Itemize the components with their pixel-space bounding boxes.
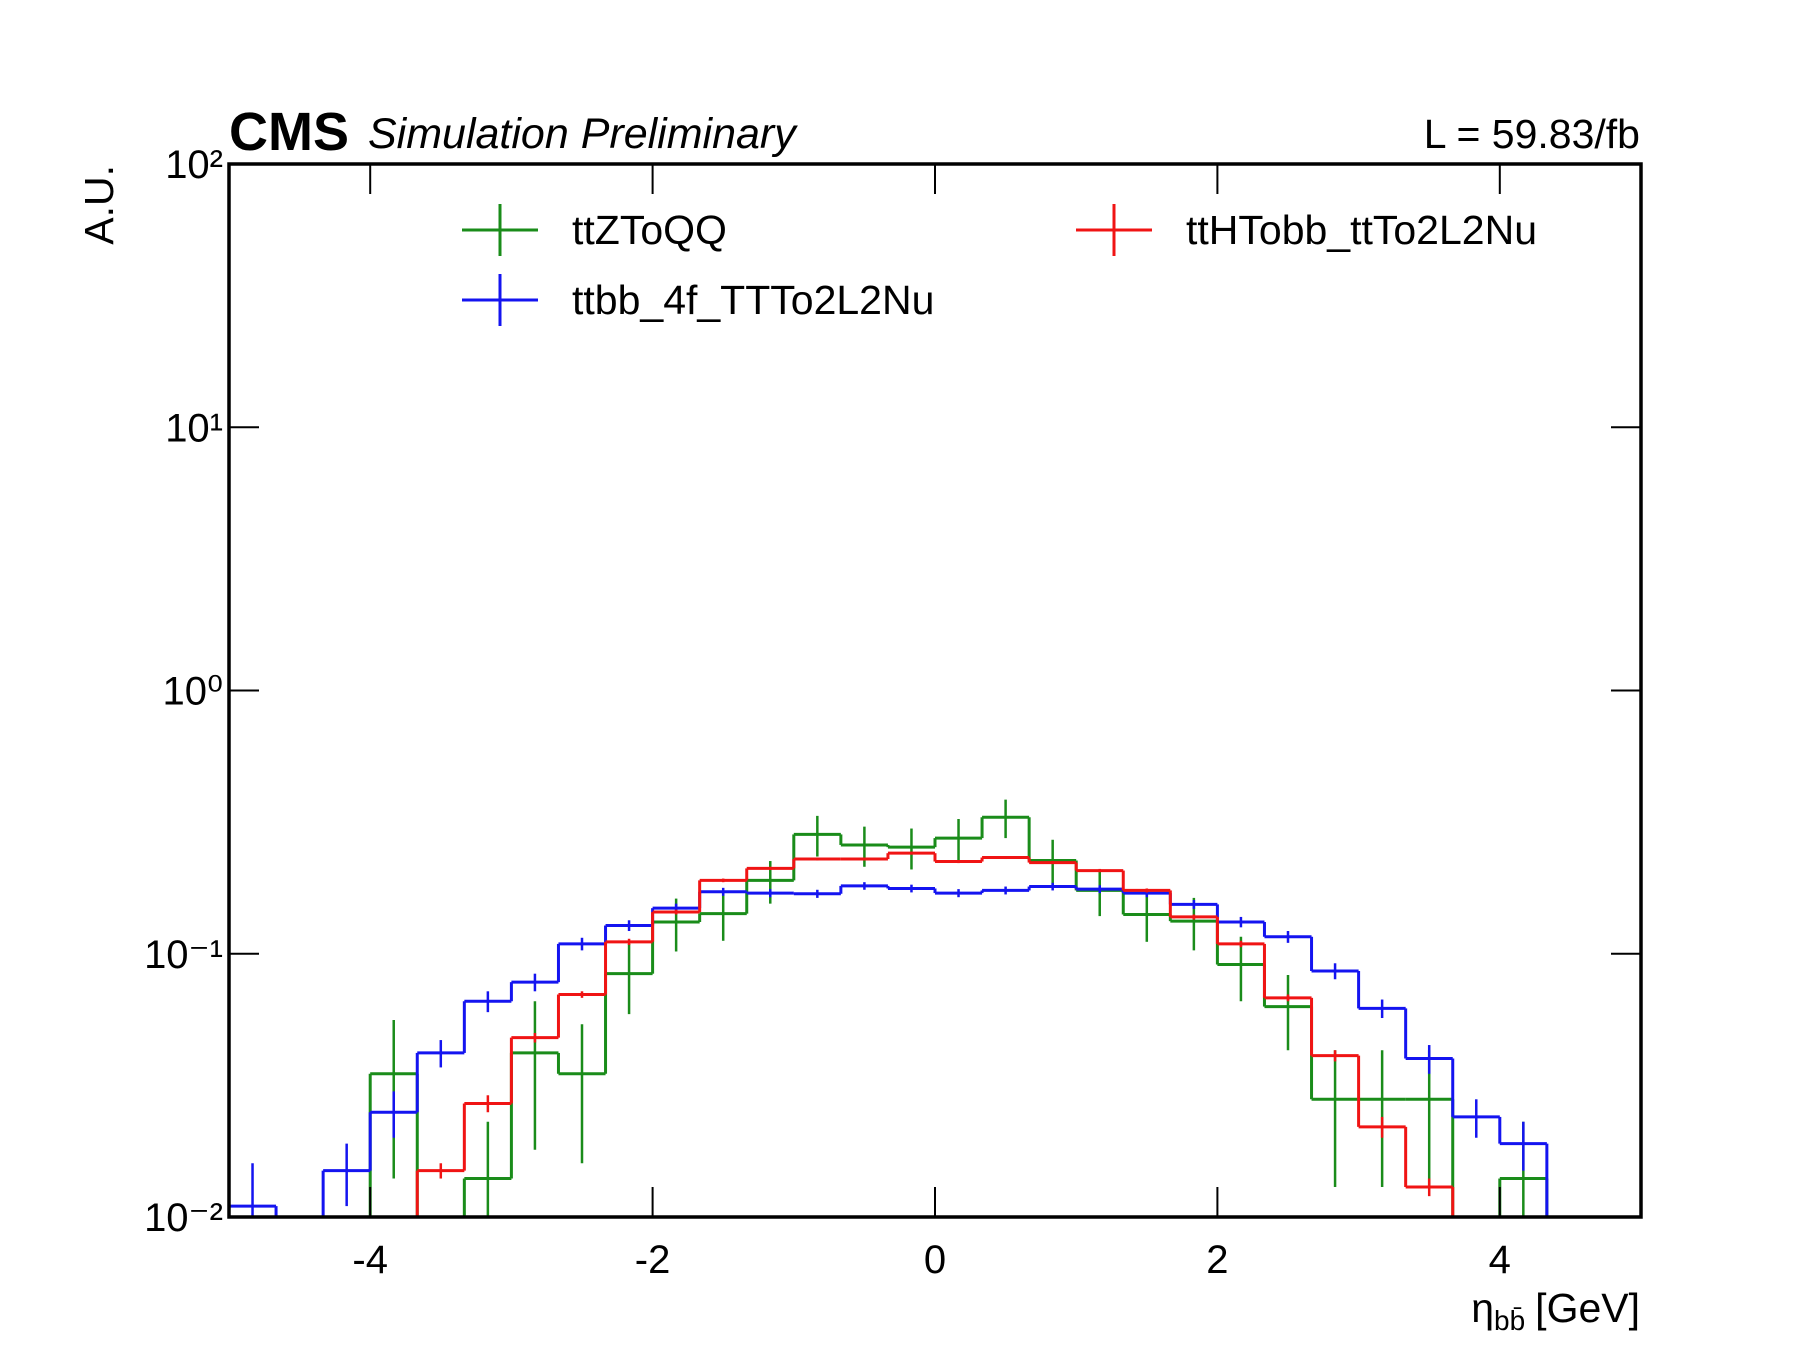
- legend-label: ttHTobb_ttTo2L2Nu: [1186, 207, 1537, 253]
- chart-subtitle: Simulation Preliminary: [368, 110, 798, 158]
- legend-label: ttZToQQ: [572, 207, 727, 253]
- y-tick-label: 10⁰: [162, 670, 223, 714]
- legend-label: ttbb_4f_TTTo2L2Nu: [572, 277, 934, 323]
- y-tick-label: 10²: [165, 143, 223, 187]
- y-axis-label: A.U.: [76, 165, 122, 245]
- luminosity-label: L = 59.83/fb: [1424, 111, 1640, 157]
- x-tick-label: -4: [352, 1238, 388, 1282]
- x-tick-label: 0: [924, 1238, 946, 1282]
- y-tick-label: 10⁻²: [144, 1196, 223, 1240]
- y-tick-label: 10¹: [165, 406, 223, 450]
- x-tick-label: 2: [1206, 1238, 1228, 1282]
- plot-area: [229, 799, 1549, 1217]
- x-tick-label: 4: [1489, 1238, 1511, 1282]
- x-label-subscript: bb̄: [1494, 1305, 1525, 1336]
- y-tick-label: 10⁻¹: [144, 933, 223, 977]
- x-tick-label: -2: [635, 1238, 671, 1282]
- x-label-unit: [GeV]: [1535, 1285, 1640, 1331]
- x-label-symbol: η: [1471, 1285, 1494, 1331]
- experiment-label: CMS: [229, 102, 349, 162]
- x-axis-label: ηbb̄ [GeV]: [1471, 1285, 1640, 1336]
